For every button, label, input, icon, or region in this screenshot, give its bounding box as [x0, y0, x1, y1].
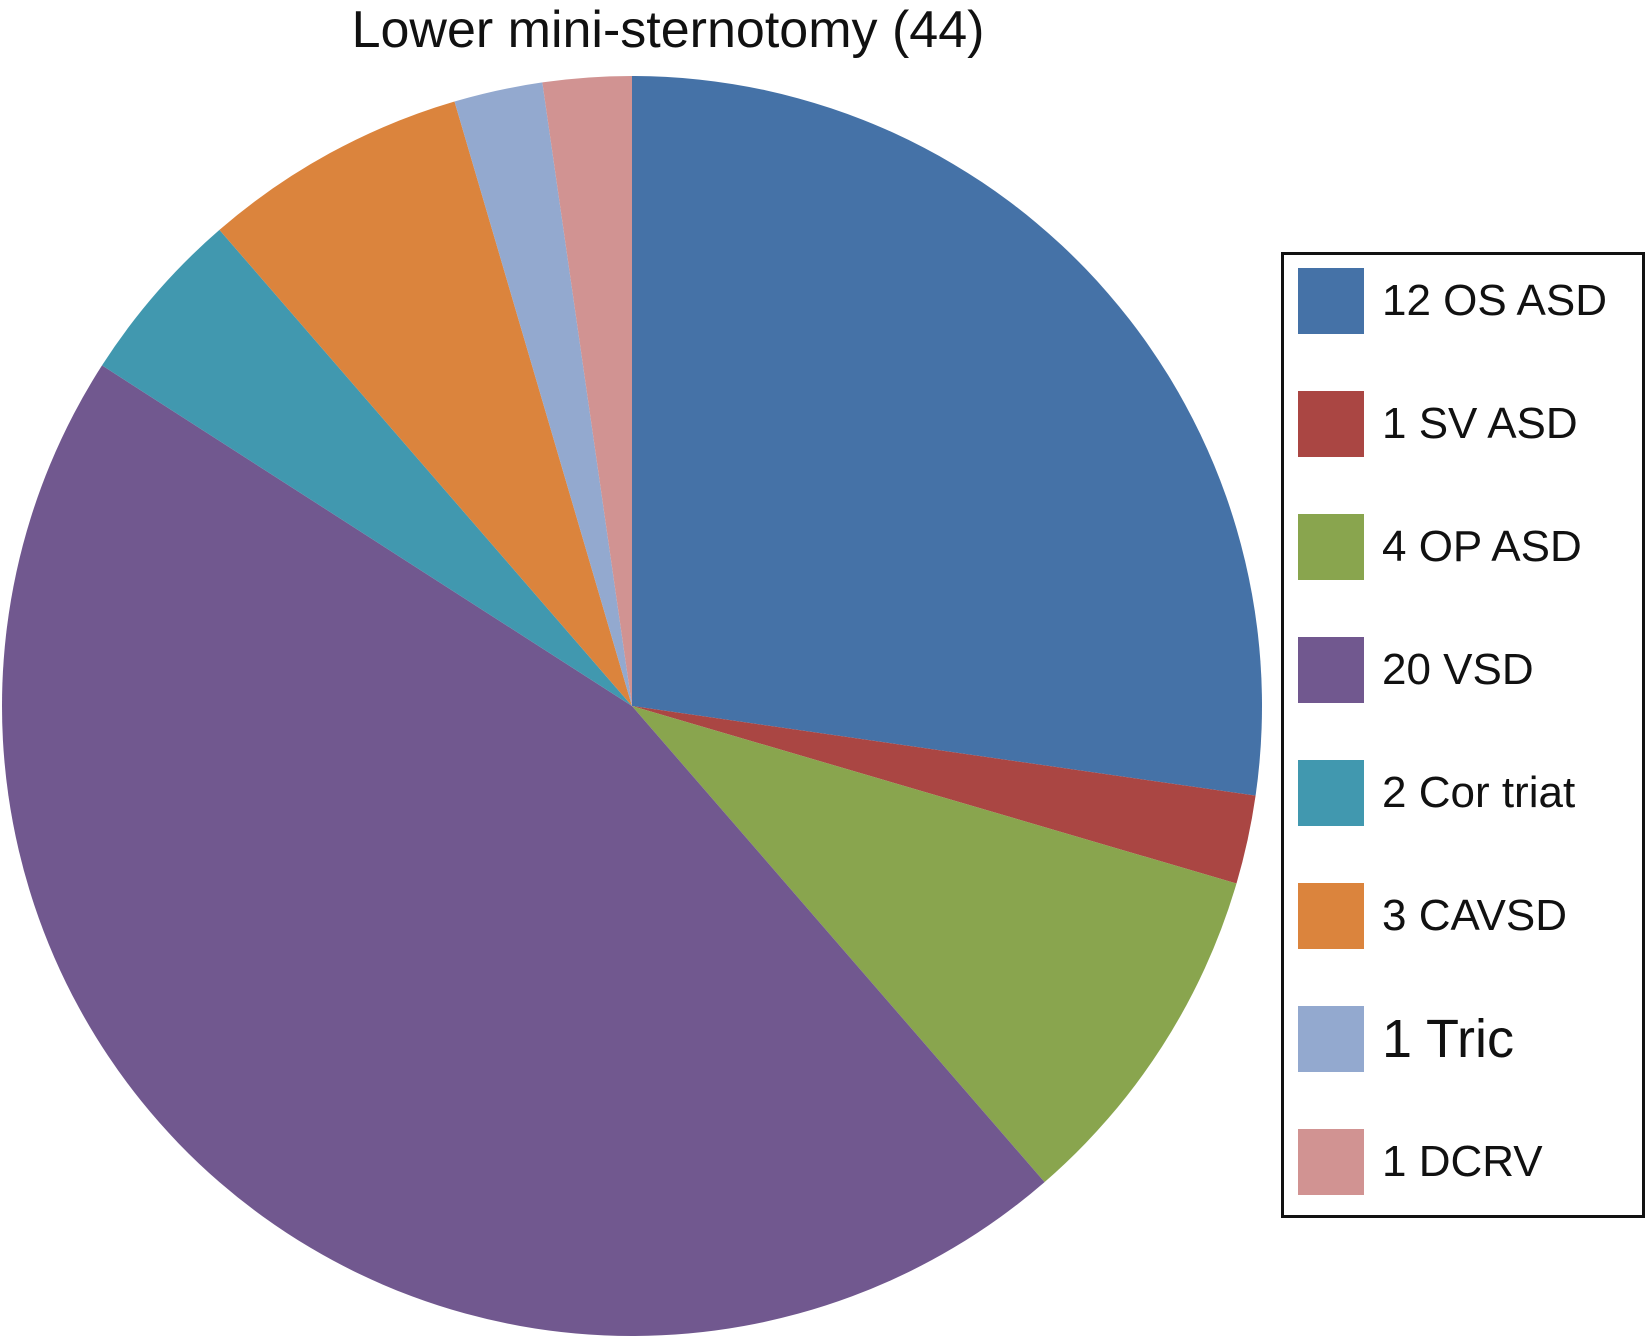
legend-swatch [1298, 1129, 1364, 1195]
legend-item: 4 OP ASD [1298, 514, 1638, 580]
legend-label: 1 Tric [1382, 1009, 1515, 1069]
legend-item: 1 SV ASD [1298, 391, 1638, 457]
legend-label: 4 OP ASD [1382, 522, 1582, 571]
chart-title: Lower mini-sternotomy (44) [351, 1, 985, 59]
legend: 12 OS ASD 1 SV ASD 4 OP ASD 20 VSD 2 Cor tri… [1281, 252, 1645, 1218]
pie-slice-2 [632, 706, 1256, 884]
pie-slice-1 [632, 76, 1262, 796]
legend-swatch [1298, 1006, 1364, 1072]
pie-slice-7 [454, 82, 632, 707]
pie-slice-5 [102, 229, 633, 707]
legend-item: 2 Cor triat [1298, 760, 1638, 826]
pie-slices [1, 76, 1262, 1336]
legend-item: 3 CAVSD [1298, 883, 1638, 949]
legend-item: 1 Tric [1298, 1006, 1638, 1072]
legend-label: 1 DCRV [1382, 1137, 1543, 1186]
pie-slice-3 [632, 706, 1237, 1183]
legend-label: 20 VSD [1382, 645, 1534, 694]
legend-swatch [1298, 883, 1364, 949]
legend-swatch [1298, 391, 1364, 457]
pie-slice-6 [219, 101, 632, 707]
legend-label: 2 Cor triat [1382, 768, 1576, 817]
legend-item: 12 OS ASD [1298, 268, 1638, 334]
legend-swatch [1298, 760, 1364, 826]
legend-label: 1 SV ASD [1382, 399, 1578, 448]
legend-swatch [1298, 268, 1364, 334]
legend-item: 1 DCRV [1298, 1129, 1638, 1195]
legend-swatch [1298, 637, 1364, 703]
legend-swatch [1298, 514, 1364, 580]
pie-slice-8 [542, 76, 632, 706]
legend-label: 12 OS ASD [1382, 276, 1608, 325]
legend-item: 20 VSD [1298, 637, 1638, 703]
pie-slice-4 [1, 365, 1045, 1336]
legend-label: 3 CAVSD [1382, 891, 1568, 940]
